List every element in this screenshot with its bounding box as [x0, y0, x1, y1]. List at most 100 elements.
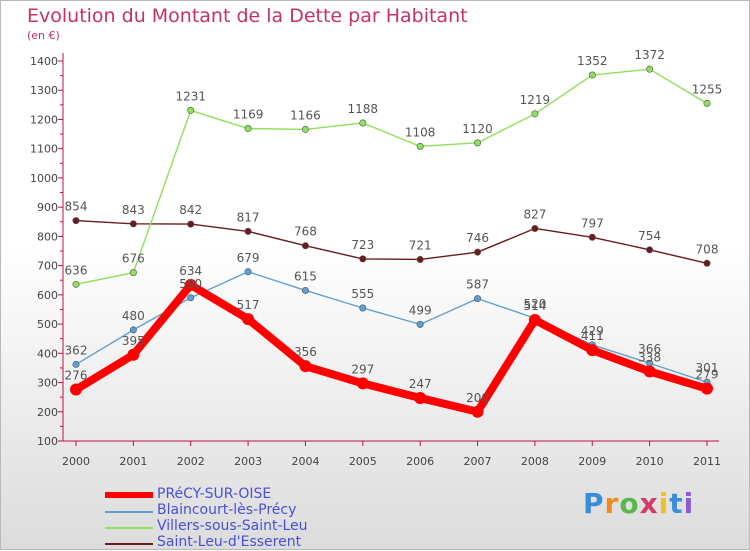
series-line-pr-cy-sur-oise	[73, 280, 709, 416]
x-tick-label-2001: 2001	[119, 455, 147, 468]
chart-title: Evolution du Montant de la Dette par Hab…	[27, 5, 468, 27]
legend-label-saint-leu: Saint-Leu-d'Esserent	[157, 534, 302, 550]
data-label-saint-leu-d-esserent-2007: 746	[466, 231, 489, 245]
series-layer	[70, 65, 713, 418]
point-pr-cy-sur-oise-2009	[586, 344, 599, 357]
data-label-blaincourt-l-s-pr-cy-2000: 362	[65, 343, 88, 357]
point-pr-cy-sur-oise-2000	[70, 383, 82, 396]
data-label-saint-leu-d-esserent-2000: 854	[65, 200, 88, 214]
x-tick-label-2011: 2011	[693, 455, 721, 468]
data-label-villers-sous-saint-leu-2007: 1120	[462, 122, 493, 136]
data-label-pr-cy-sur-oise-2002: 634	[179, 264, 202, 278]
logo-letter: t	[669, 487, 684, 520]
y-tick-label-1400: 1400	[30, 55, 58, 68]
point-pr-cy-sur-oise-2001	[127, 348, 140, 361]
data-label-villers-sous-saint-leu-2011: 1255	[692, 82, 723, 96]
unit-label: (en €)	[27, 29, 60, 42]
point-villers-sous-saint-leu-2001	[129, 269, 137, 277]
x-tick-label-2007: 2007	[464, 455, 492, 468]
x-tick-label-2010: 2010	[636, 455, 664, 468]
x-tick-label-2004: 2004	[291, 455, 319, 468]
x-tick-label-2009: 2009	[578, 455, 606, 468]
x-tick-label-2002: 2002	[177, 455, 205, 468]
point-pr-cy-sur-oise-2010	[643, 365, 656, 378]
data-label-villers-sous-saint-leu-2009: 1352	[577, 54, 608, 68]
data-label-blaincourt-l-s-pr-cy-2007: 587	[466, 278, 489, 292]
y-tick-label-400: 400	[37, 347, 58, 360]
point-blaincourt-l-s-pr-cy-2003	[244, 268, 252, 276]
data-label-pr-cy-sur-oise-2003: 517	[237, 298, 260, 312]
y-tick-label-900: 900	[37, 201, 58, 214]
data-label-pr-cy-sur-oise-2010: 338	[638, 350, 661, 364]
data-label-villers-sous-saint-leu-2001: 676	[122, 252, 145, 266]
data-label-saint-leu-d-esserent-2010: 754	[638, 229, 661, 243]
data-label-blaincourt-l-s-pr-cy-2005: 555	[351, 287, 374, 301]
logo-letter: i	[683, 487, 695, 520]
point-saint-leu-d-esserent-2001	[129, 220, 137, 228]
point-pr-cy-sur-oise-2011	[701, 382, 713, 395]
point-saint-leu-d-esserent-2002	[187, 220, 195, 228]
data-label-pr-cy-sur-oise-2001: 395	[122, 334, 145, 348]
data-label-villers-sous-saint-leu-2000: 636	[65, 263, 88, 277]
series-line-saint-leu-d-esserent	[75, 219, 708, 264]
data-label-villers-sous-saint-leu-2010: 1372	[634, 48, 665, 62]
point-villers-sous-saint-leu-2009	[588, 71, 596, 79]
data-label-blaincourt-l-s-pr-cy-2011: 301	[696, 361, 719, 375]
point-villers-sous-saint-leu-2004	[301, 125, 309, 133]
data-label-pr-cy-sur-oise-2006: 247	[409, 377, 432, 391]
x-tick-label-2008: 2008	[521, 455, 549, 468]
proxiti-logo: Proxiti	[583, 487, 694, 520]
logo-letter: r	[604, 487, 620, 520]
y-tick-label-200: 200	[37, 406, 58, 419]
legend-label-precy: PRéCY-SUR-OISE	[157, 486, 272, 502]
point-saint-leu-d-esserent-2009	[588, 233, 596, 241]
y-tick-label-500: 500	[37, 318, 58, 331]
axes: 100 200 300 400 500 600 700 800 900 1000 1100 1200 1…	[30, 53, 721, 468]
point-saint-leu-d-esserent-2007	[474, 248, 482, 256]
data-label-pr-cy-sur-oise-2011: 279	[696, 368, 719, 382]
legend-swatch-villers	[105, 527, 153, 529]
data-label-saint-leu-d-esserent-2008: 827	[523, 207, 546, 221]
y-tick-label-1300: 1300	[30, 84, 58, 97]
y-tick-label-1200: 1200	[30, 113, 58, 126]
data-label-pr-cy-sur-oise-2009: 411	[581, 329, 604, 343]
data-label-blaincourt-l-s-pr-cy-2003: 679	[237, 251, 260, 265]
point-villers-sous-saint-leu-2011	[703, 99, 711, 107]
y-tick-label-300: 300	[37, 377, 58, 390]
y-tick-label-700: 700	[37, 260, 58, 273]
point-saint-leu-d-esserent-2010	[646, 246, 654, 254]
point-pr-cy-sur-oise-2008	[528, 313, 541, 326]
legend-swatch-saint-leu	[105, 543, 153, 545]
point-saint-leu-d-esserent-2008	[531, 224, 539, 232]
data-label-blaincourt-l-s-pr-cy-2002: 590	[179, 277, 202, 291]
data-label-villers-sous-saint-leu-2005: 1188	[348, 102, 379, 116]
point-saint-leu-d-esserent-2000	[72, 217, 80, 225]
data-label-saint-leu-d-esserent-2003: 817	[237, 210, 260, 224]
point-pr-cy-sur-oise-2006	[414, 392, 427, 405]
point-blaincourt-l-s-pr-cy-2000	[72, 360, 80, 368]
point-villers-sous-saint-leu-2005	[359, 119, 367, 127]
data-label-villers-sous-saint-leu-2003: 1169	[233, 108, 264, 122]
point-saint-leu-d-esserent-2011	[703, 259, 711, 267]
point-saint-leu-d-esserent-2006	[416, 255, 424, 263]
data-label-saint-leu-d-esserent-2006: 721	[409, 238, 432, 252]
point-blaincourt-l-s-pr-cy-2007	[474, 295, 482, 303]
legend-swatch-precy	[105, 492, 153, 498]
data-label-villers-sous-saint-leu-2002: 1231	[175, 89, 206, 103]
x-tick-label-2005: 2005	[349, 455, 377, 468]
x-tick-label-2000: 2000	[62, 455, 90, 468]
point-pr-cy-sur-oise-2004	[299, 360, 312, 373]
logo-letter: x	[639, 487, 659, 520]
y-tick-label-800: 800	[37, 230, 58, 243]
x-tick-label-2003: 2003	[234, 455, 262, 468]
data-label-pr-cy-sur-oise-2007: 200	[466, 391, 489, 405]
point-blaincourt-l-s-pr-cy-2001	[129, 326, 137, 334]
point-blaincourt-l-s-pr-cy-2006	[416, 320, 424, 328]
point-blaincourt-l-s-pr-cy-2005	[359, 304, 367, 312]
point-villers-sous-saint-leu-2010	[646, 65, 654, 73]
data-label-pr-cy-sur-oise-2000: 276	[65, 369, 88, 383]
data-label-villers-sous-saint-leu-2004: 1166	[290, 108, 321, 122]
point-villers-sous-saint-leu-2007	[474, 139, 482, 147]
